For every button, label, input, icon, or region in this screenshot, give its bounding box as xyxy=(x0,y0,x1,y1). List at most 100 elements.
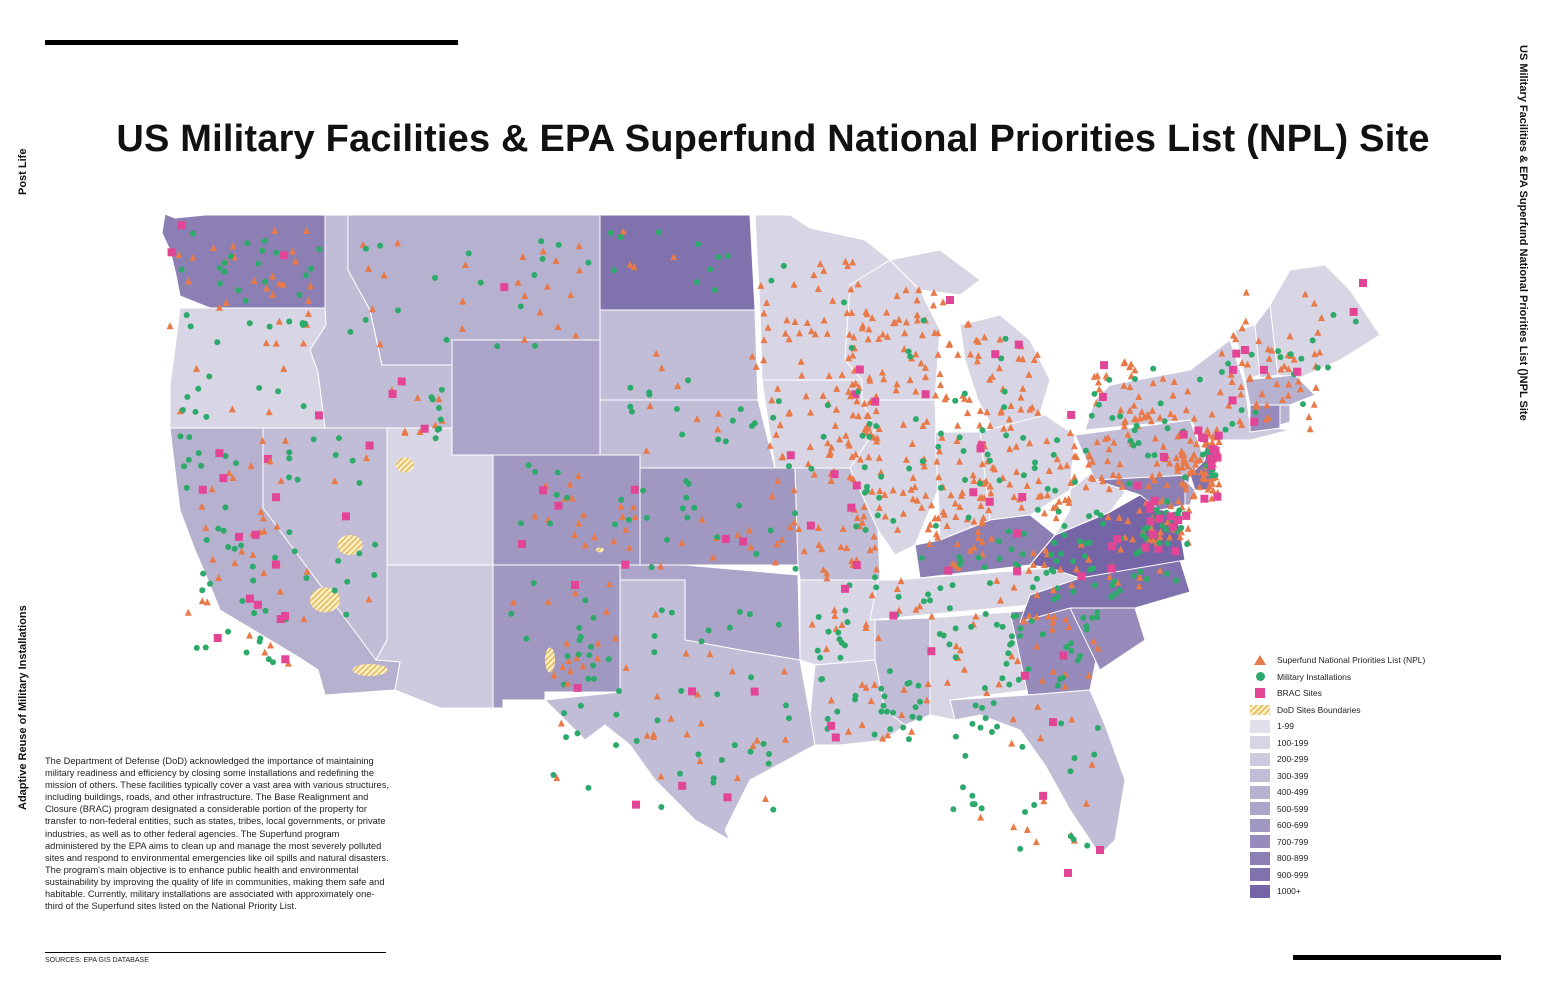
military-installation-marker xyxy=(937,430,944,437)
military-installation-marker xyxy=(886,668,893,675)
npl-site-marker xyxy=(844,439,852,447)
page-title: US Military Facilities & EPA Superfund N… xyxy=(116,118,1430,160)
military-installation-marker xyxy=(347,328,354,335)
dod-boundary xyxy=(545,647,555,673)
legend-swatch xyxy=(1250,736,1270,750)
military-installation-marker xyxy=(848,344,855,351)
military-installation-marker xyxy=(906,465,913,472)
brac-site-marker xyxy=(944,566,953,575)
npl-site-marker xyxy=(1106,573,1114,581)
npl-site-marker xyxy=(1182,406,1190,414)
military-installation-marker xyxy=(261,237,268,244)
npl-site-marker xyxy=(678,538,686,546)
npl-site-marker xyxy=(1196,455,1204,463)
npl-site-marker xyxy=(1184,524,1192,532)
military-installation-marker xyxy=(1330,312,1337,319)
npl-site-marker xyxy=(1040,561,1048,569)
brac-site-marker xyxy=(1018,493,1027,502)
military-installation-marker xyxy=(770,806,777,813)
npl-site-marker xyxy=(1094,644,1102,652)
military-installation-marker xyxy=(1112,591,1119,598)
npl-site-marker xyxy=(189,253,197,261)
npl-site-marker xyxy=(414,393,422,401)
military-installation-marker xyxy=(1164,570,1171,577)
npl-site-marker xyxy=(1026,439,1034,447)
npl-site-marker xyxy=(1310,299,1318,307)
military-installation-marker xyxy=(1070,588,1077,595)
triangle-icon xyxy=(1254,655,1266,666)
military-installation-marker xyxy=(1208,472,1215,479)
npl-site-marker xyxy=(831,421,839,429)
brac-site-marker xyxy=(1159,452,1168,461)
military-installation-marker xyxy=(917,698,924,705)
military-installation-marker xyxy=(286,449,293,456)
npl-site-marker xyxy=(964,409,972,417)
npl-site-marker xyxy=(951,499,959,507)
npl-site-marker xyxy=(714,425,722,433)
military-installation-marker xyxy=(1010,613,1017,620)
military-installation-marker xyxy=(664,536,671,543)
npl-site-marker xyxy=(1006,480,1014,488)
brac-site-marker xyxy=(314,411,323,420)
military-installation-marker xyxy=(1019,743,1026,750)
npl-site-marker xyxy=(1085,460,1093,468)
npl-site-marker xyxy=(611,634,619,642)
npl-site-marker xyxy=(939,298,947,306)
brac-site-marker xyxy=(276,615,285,624)
npl-site-marker xyxy=(1040,509,1048,517)
brac-site-marker xyxy=(1179,430,1188,439)
brac-site-marker xyxy=(1293,367,1302,376)
npl-site-marker xyxy=(683,730,691,738)
military-installation-marker xyxy=(916,715,923,722)
military-installation-marker xyxy=(257,635,264,642)
military-installation-marker xyxy=(590,662,597,669)
brac-site-marker xyxy=(1133,481,1142,490)
npl-site-marker xyxy=(858,518,866,526)
npl-site-marker xyxy=(238,547,246,555)
brac-site-marker xyxy=(921,390,930,399)
brac-site-marker xyxy=(251,530,260,539)
military-installation-marker xyxy=(259,247,266,254)
npl-site-marker xyxy=(1228,377,1236,385)
military-installation-marker xyxy=(1089,614,1096,621)
military-installation-marker xyxy=(1005,650,1012,657)
npl-site-marker xyxy=(833,384,841,392)
npl-site-marker xyxy=(1120,381,1128,389)
npl-site-marker xyxy=(1037,491,1045,499)
military-installation-marker xyxy=(786,463,793,470)
military-installation-marker xyxy=(184,393,191,400)
legend-label: Superfund National Priorities List (NPL) xyxy=(1277,655,1426,666)
npl-site-marker xyxy=(979,514,987,522)
npl-site-marker xyxy=(572,331,580,339)
npl-site-marker xyxy=(249,550,257,558)
npl-site-marker xyxy=(1201,440,1209,448)
legend-item-square: BRAC Sites xyxy=(1250,685,1425,702)
military-installation-marker xyxy=(685,377,692,384)
npl-site-marker xyxy=(932,530,940,538)
npl-site-marker xyxy=(657,562,665,570)
npl-site-marker xyxy=(875,503,883,511)
military-installation-marker xyxy=(775,398,782,405)
npl-site-marker xyxy=(856,455,864,463)
npl-site-marker xyxy=(899,488,907,496)
military-installation-marker xyxy=(190,230,197,237)
npl-site-marker xyxy=(401,428,409,436)
military-installation-marker xyxy=(768,277,775,284)
npl-site-marker xyxy=(531,512,539,520)
npl-site-marker xyxy=(1035,477,1043,485)
brac-site-marker xyxy=(420,424,429,433)
brac-site-marker xyxy=(500,283,509,292)
military-installation-marker xyxy=(271,554,278,561)
state-ks xyxy=(639,467,799,566)
military-installation-marker xyxy=(883,708,890,715)
military-installation-marker xyxy=(1161,418,1168,425)
military-installation-marker xyxy=(994,723,1001,730)
npl-site-marker xyxy=(1263,401,1271,409)
npl-site-marker xyxy=(1014,657,1022,665)
npl-site-marker xyxy=(763,299,771,307)
npl-site-marker xyxy=(571,589,579,597)
military-installation-marker xyxy=(1029,584,1036,591)
legend-class-label: 1-99 xyxy=(1277,721,1295,732)
npl-site-marker xyxy=(879,734,887,742)
military-installation-marker xyxy=(736,502,743,509)
